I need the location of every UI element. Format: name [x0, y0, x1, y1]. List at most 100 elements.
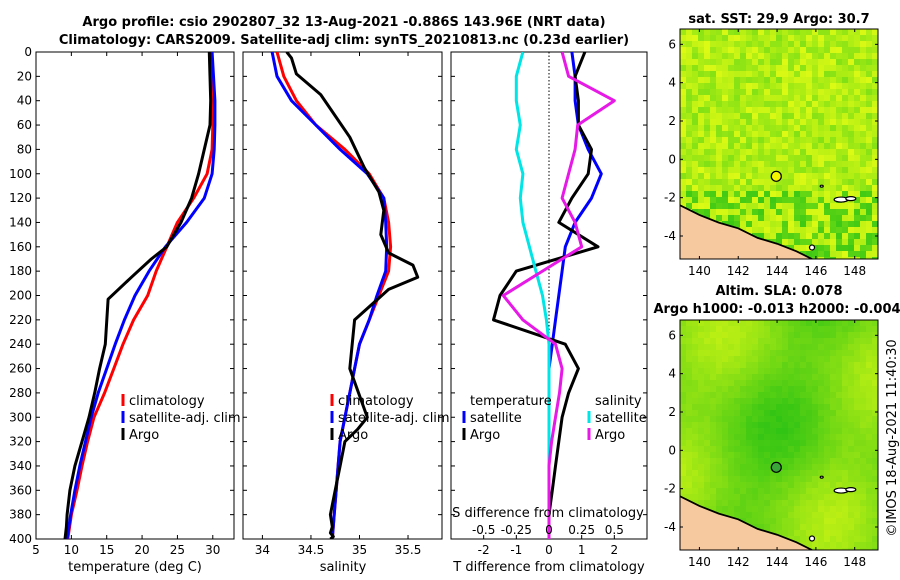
- sla-map-cell: [854, 422, 860, 428]
- sst-map-cell: [860, 119, 866, 125]
- sst-map-cell: [758, 59, 764, 65]
- sla-map-cell: [794, 506, 800, 512]
- sla-map-cell: [830, 332, 836, 338]
- sst-map-cell: [764, 215, 770, 221]
- sla-map-cell: [872, 392, 878, 398]
- sst-map-cell: [788, 185, 794, 191]
- sst-map-cell: [728, 137, 734, 143]
- sst-map-cell: [728, 77, 734, 83]
- sst-map-cell: [836, 185, 842, 191]
- sla-map-cell: [776, 350, 782, 356]
- sla-map-cell: [680, 326, 686, 332]
- sst-map-cell: [842, 77, 848, 83]
- sst-map-cell: [848, 131, 854, 137]
- sst-map-cell: [764, 155, 770, 161]
- sst-map-cell: [752, 77, 758, 83]
- sla-map-cell: [824, 338, 830, 344]
- sst-map-cell: [776, 149, 782, 155]
- sla-map-cell: [764, 446, 770, 452]
- sla-map-cell: [788, 386, 794, 392]
- sla-map-cell: [836, 392, 842, 398]
- sst-map-cell: [734, 53, 740, 59]
- sla-map-cell: [734, 338, 740, 344]
- sla-map-cell: [692, 428, 698, 434]
- sst-map-cell: [716, 71, 722, 77]
- sst-map-cell: [854, 77, 860, 83]
- sla-map-cell: [860, 368, 866, 374]
- sla-map-cell: [746, 362, 752, 368]
- sst-map-cell: [836, 71, 842, 77]
- sla-map-cell: [872, 356, 878, 362]
- sla-map-cell: [812, 398, 818, 404]
- sst-map-cell: [872, 95, 878, 101]
- sst-map-cell: [800, 35, 806, 41]
- sla-map-cell: [788, 434, 794, 440]
- sla-map-cell: [848, 452, 854, 458]
- sst-map-cell: [686, 161, 692, 167]
- sla-map-cell: [776, 482, 782, 488]
- sla-map-cell: [746, 518, 752, 524]
- sst-map-cell: [800, 41, 806, 47]
- sla-map-cell: [740, 428, 746, 434]
- sst-map-cell: [854, 95, 860, 101]
- sla-map-cell: [836, 458, 842, 464]
- sla-map-cell: [764, 326, 770, 332]
- sla-map-cell: [716, 464, 722, 470]
- sla-map-cell: [860, 356, 866, 362]
- sst-map-cell: [812, 161, 818, 167]
- sla-map-cell: [824, 536, 830, 542]
- sst-map-cell: [818, 53, 824, 59]
- sst-map-cell: [692, 179, 698, 185]
- sla-map-cell: [680, 470, 686, 476]
- depth-tick-label: 220: [9, 313, 32, 327]
- sst-map-cell: [728, 191, 734, 197]
- sst-map-cell: [848, 167, 854, 173]
- sla-map-cell: [806, 476, 812, 482]
- sla-map-cell: [806, 368, 812, 374]
- sla-map-cell: [830, 320, 836, 326]
- sst-map-cell: [776, 101, 782, 107]
- sst-map-cell: [806, 77, 812, 83]
- sla-map-cell: [860, 332, 866, 338]
- sla-map-cell: [770, 476, 776, 482]
- sst-map-cell: [872, 191, 878, 197]
- sla-map-cell: [854, 362, 860, 368]
- sla-map-cell: [758, 416, 764, 422]
- sla-map-cell: [812, 488, 818, 494]
- sla-map-cell: [704, 500, 710, 506]
- legend-label-climatology: climatology: [338, 394, 414, 409]
- sst-map-cell: [794, 41, 800, 47]
- sst-map-cell: [758, 215, 764, 221]
- sla-map-cell: [788, 446, 794, 452]
- sst-map-cell: [770, 53, 776, 59]
- sst-map-cell: [794, 173, 800, 179]
- sla-map-cell: [686, 326, 692, 332]
- sla-map-cell: [758, 374, 764, 380]
- sla-map-cell: [836, 404, 842, 410]
- sla-map-cell: [812, 434, 818, 440]
- sla-map-cell: [710, 386, 716, 392]
- sst-map-cell: [734, 161, 740, 167]
- sla-map-cell: [728, 476, 734, 482]
- sst-map-cell: [848, 245, 854, 251]
- sla-map-cell: [830, 524, 836, 530]
- sla-map-cell: [842, 518, 848, 524]
- sst-map-cell: [698, 125, 704, 131]
- sst-map-cell: [788, 71, 794, 77]
- sst-map-cell: [722, 185, 728, 191]
- sst-map-cell: [722, 71, 728, 77]
- sla-map-cell: [824, 410, 830, 416]
- sla-map-cell: [818, 494, 824, 500]
- sla-map-cell: [776, 362, 782, 368]
- sst-map-cell: [848, 191, 854, 197]
- sst-map-cell: [806, 227, 812, 233]
- sla-map-cell: [758, 404, 764, 410]
- sla-map-cell: [692, 362, 698, 368]
- sst-map-cell: [776, 203, 782, 209]
- sla-map-cell: [746, 500, 752, 506]
- sla-map-cell: [764, 392, 770, 398]
- sla-map-cell: [824, 326, 830, 332]
- sst-map-cell: [692, 29, 698, 35]
- sla-map-cell: [848, 458, 854, 464]
- sst-map-cell: [692, 149, 698, 155]
